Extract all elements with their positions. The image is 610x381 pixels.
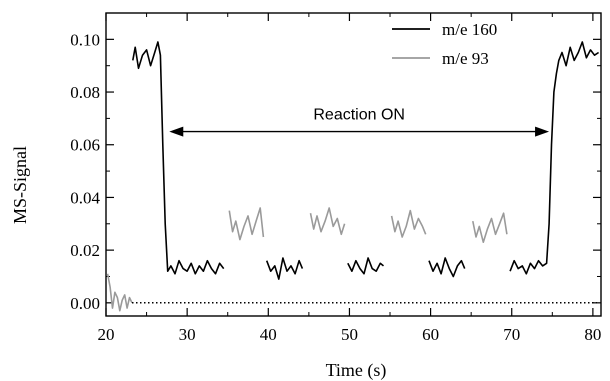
- series-me160-line: [510, 42, 598, 274]
- x-tick-label: 60: [422, 325, 439, 344]
- y-tick-label: 0.08: [70, 83, 100, 102]
- x-axis-title: Time (s): [326, 360, 387, 381]
- x-tick-label: 70: [503, 325, 520, 344]
- y-tick-label: 0.04: [70, 188, 100, 207]
- series-me160-line: [429, 258, 465, 277]
- y-axis-title: MS-Signal: [10, 146, 30, 224]
- y-axis-ticks: 0.00 0.02 0.04 0.06 0.08 0.10: [70, 30, 601, 312]
- reaction-on-label: Reaction ON: [313, 107, 405, 124]
- x-tick-label: 30: [179, 325, 196, 344]
- series-me93-line: [392, 211, 426, 237]
- reaction-on-arrow-left-head: [169, 127, 183, 137]
- x-tick-label: 20: [98, 325, 115, 344]
- legend: m/e 160 m/e 93: [392, 20, 497, 68]
- x-tick-label: 40: [260, 325, 277, 344]
- series-me93-line: [473, 213, 507, 242]
- y-tick-label: 0.00: [70, 294, 100, 313]
- y-tick-label: 0.10: [70, 30, 100, 49]
- x-tick-label: 50: [341, 325, 358, 344]
- series-me160-line: [348, 258, 384, 274]
- x-axis-ticks: 20 30 40 50 60 70 80: [98, 13, 602, 344]
- series-me93-line: [229, 208, 263, 240]
- y-tick-label: 0.06: [70, 136, 100, 155]
- legend-label-me93: m/e 93: [442, 49, 489, 68]
- legend-label-me160: m/e 160: [442, 20, 497, 39]
- series-me160-line: [133, 42, 224, 274]
- series-me160-line: [267, 258, 303, 279]
- y-tick-label: 0.02: [70, 241, 100, 260]
- series-me93-line: [108, 274, 132, 311]
- series-me93-line: [311, 208, 345, 234]
- series-layer: [108, 42, 599, 311]
- reaction-on-arrow-right-head: [535, 127, 549, 137]
- annotation-layer: Reaction ON: [169, 107, 549, 137]
- x-tick-label: 80: [584, 325, 601, 344]
